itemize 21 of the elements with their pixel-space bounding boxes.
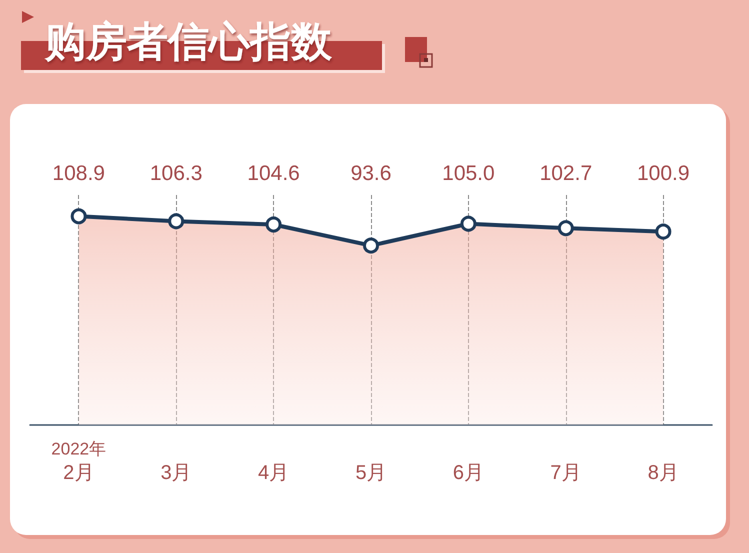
point [363, 238, 379, 254]
point [655, 224, 672, 240]
x-tick-label: 5月 [355, 462, 387, 484]
x-tick-label: 7月 [550, 462, 582, 484]
data-label: 106.3 [150, 162, 202, 185]
point [558, 220, 574, 236]
data-label: 108.9 [52, 162, 105, 185]
point [70, 208, 87, 224]
x-tick-label: 2022年 2月 [51, 440, 106, 484]
data-label: 102.7 [540, 162, 592, 185]
x-tick-label: 4月 [258, 462, 290, 484]
data-label: 93.6 [350, 162, 392, 185]
data-label: 104.6 [247, 162, 300, 185]
data-label: 100.9 [637, 162, 690, 185]
point [460, 216, 476, 232]
x-tick-label: 6月 [452, 462, 484, 484]
point [266, 216, 282, 233]
data-label: 105.0 [442, 162, 495, 185]
point [168, 213, 184, 230]
x-tick-label: 3月 [160, 462, 192, 484]
x-tick-label: 8月 [648, 462, 679, 484]
